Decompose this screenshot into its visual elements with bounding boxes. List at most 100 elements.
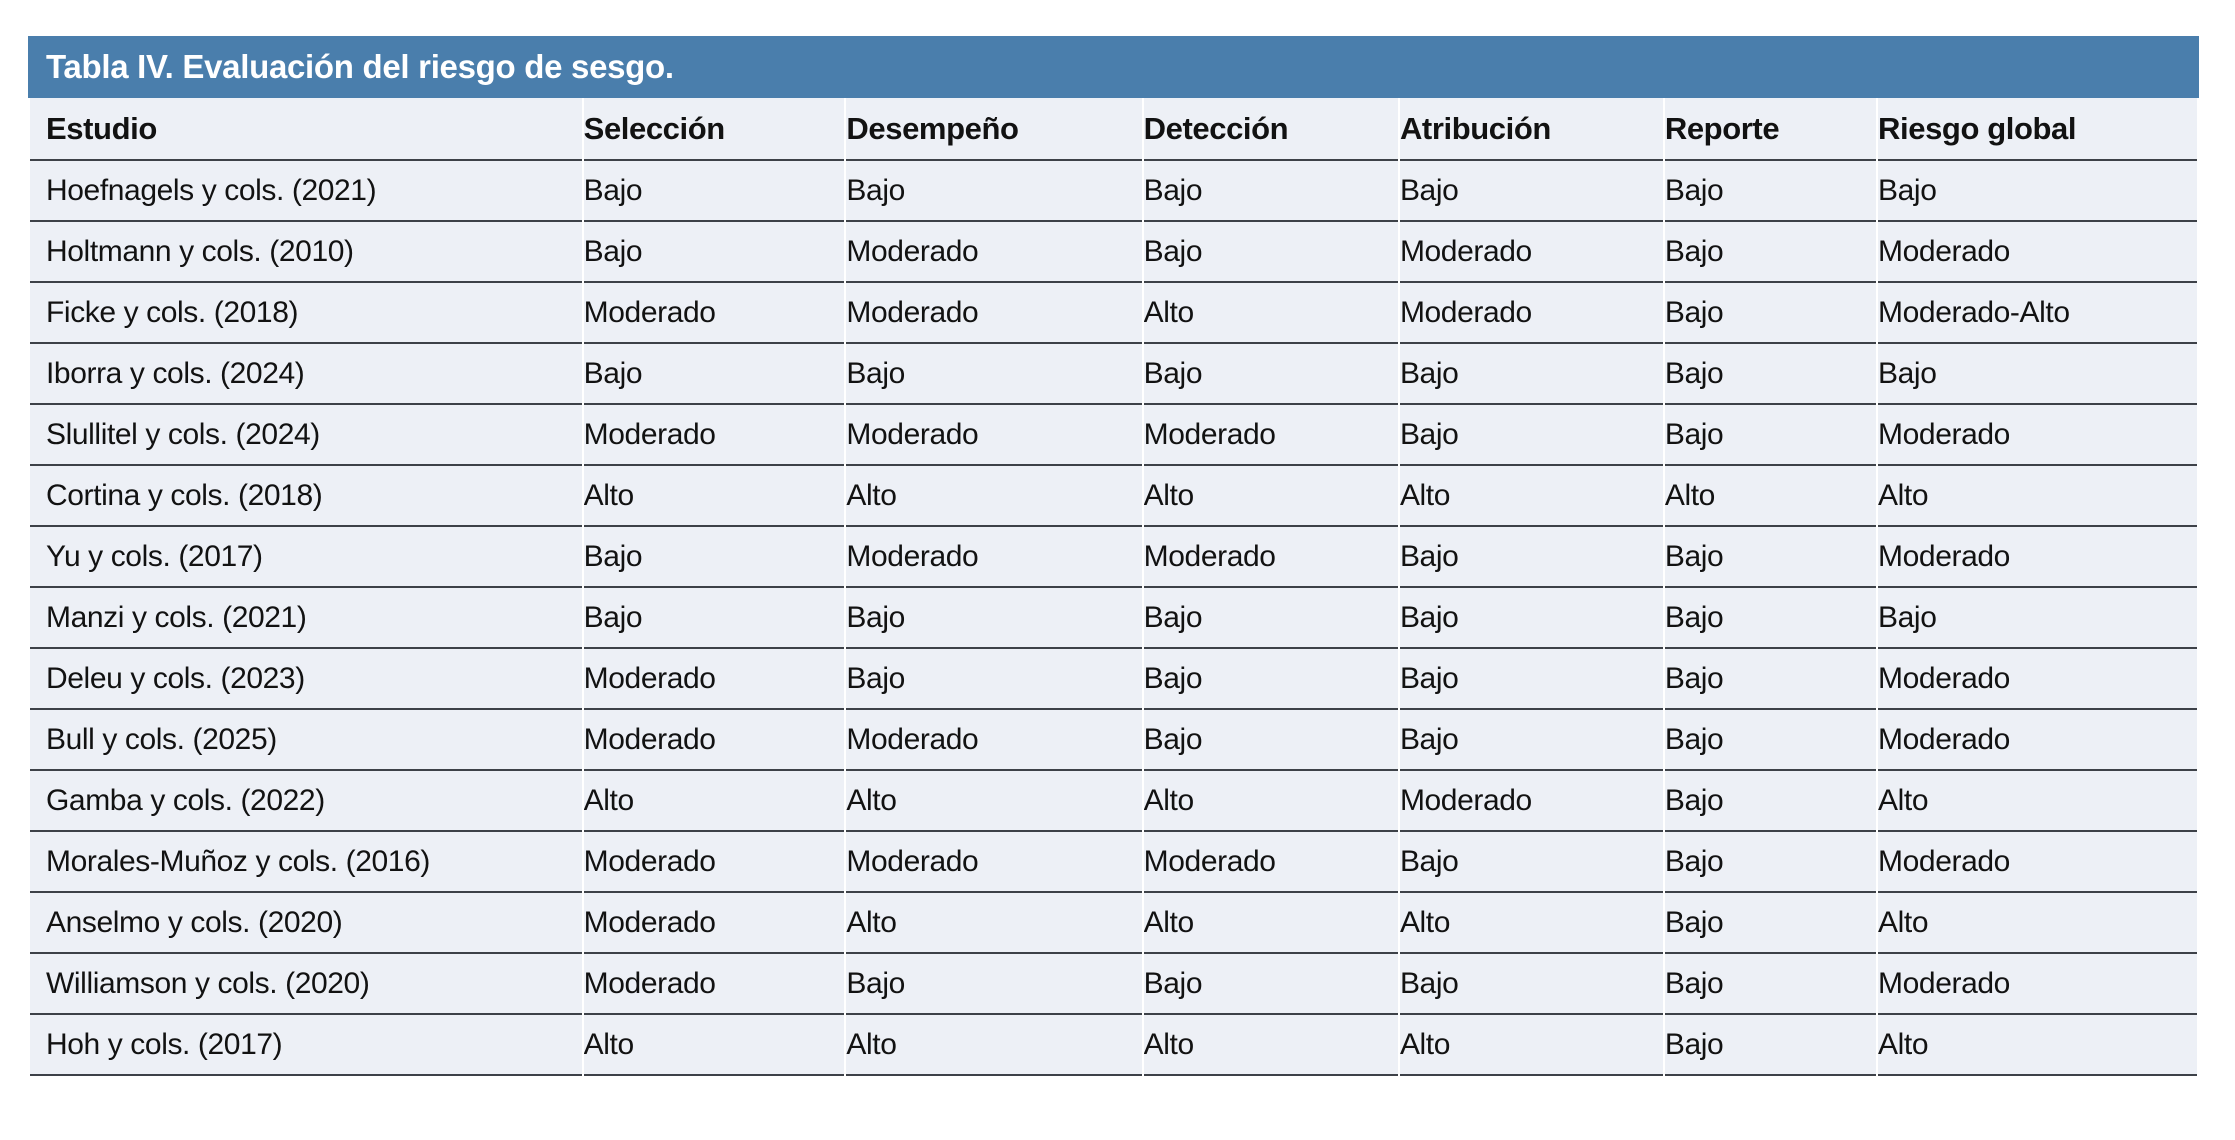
study-cell: Slullitel y cols. (2024) (30, 405, 582, 466)
table-row: Holtmann y cols. (2010) Bajo Moderado Bajo M… (30, 222, 2197, 283)
risk-value-cell: Alto (1399, 466, 1663, 527)
risk-value-cell: Bajo (1399, 405, 1663, 466)
risk-value-cell: Bajo (1878, 588, 2197, 649)
table-title-bar: Tabla IV. Evaluación del riesgo de sesgo… (28, 36, 2199, 98)
column-header-riesgo-global: Riesgo global (1878, 98, 2197, 161)
table-row: Yu y cols. (2017) Bajo Moderado Moderado Baj… (30, 527, 2197, 588)
table-row: Anselmo y cols. (2020) Moderado Alto Alto Al… (30, 893, 2197, 954)
risk-value-cell: Bajo (583, 527, 845, 588)
risk-value-cell: Bajo (1664, 283, 1877, 344)
risk-value-cell: Moderado (1399, 222, 1663, 283)
study-cell: Hoh y cols. (2017) (30, 1015, 582, 1076)
risk-value-cell: Alto (846, 466, 1142, 527)
study-cell: Ficke y cols. (2018) (30, 283, 582, 344)
risk-value-cell: Moderado (1143, 832, 1398, 893)
risk-value-cell: Bajo (1664, 588, 1877, 649)
study-cell: Bull y cols. (2025) (30, 710, 582, 771)
risk-value-cell: Bajo (1143, 649, 1398, 710)
risk-value-cell: Bajo (1399, 588, 1663, 649)
study-cell: Iborra y cols. (2024) (30, 344, 582, 405)
column-header-atribucion: Atribución (1399, 98, 1663, 161)
risk-value-cell: Moderado (1399, 283, 1663, 344)
risk-value-cell: Moderado (846, 710, 1142, 771)
risk-value-cell: Bajo (1399, 161, 1663, 222)
risk-value-cell: Moderado (1399, 771, 1663, 832)
risk-of-bias-table: Estudio Selección Desempeño Detección At… (28, 98, 2199, 1076)
risk-value-cell: Bajo (1664, 1015, 1877, 1076)
risk-value-cell: Moderado (846, 405, 1142, 466)
risk-value-cell: Alto (1878, 1015, 2197, 1076)
study-cell: Yu y cols. (2017) (30, 527, 582, 588)
risk-value-cell: Bajo (1664, 344, 1877, 405)
risk-value-cell: Moderado (1878, 527, 2197, 588)
risk-value-cell: Alto (1143, 893, 1398, 954)
risk-value-cell: Bajo (583, 588, 845, 649)
risk-value-cell: Bajo (1664, 954, 1877, 1015)
risk-value-cell: Moderado (583, 893, 845, 954)
risk-value-cell: Bajo (846, 954, 1142, 1015)
table-title: Tabla IV. Evaluación del riesgo de sesgo… (46, 48, 674, 85)
risk-value-cell: Alto (583, 771, 845, 832)
risk-value-cell: Bajo (1399, 832, 1663, 893)
table-row: Bull y cols. (2025) Moderado Moderado Bajo B… (30, 710, 2197, 771)
risk-value-cell: Bajo (1399, 344, 1663, 405)
risk-value-cell: Moderado (1878, 954, 2197, 1015)
risk-value-cell: Moderado (583, 710, 845, 771)
study-cell: Cortina y cols. (2018) (30, 466, 582, 527)
study-cell: Deleu y cols. (2023) (30, 649, 582, 710)
risk-value-cell: Bajo (583, 344, 845, 405)
table-row: Ficke y cols. (2018) Moderado Moderado Alto… (30, 283, 2197, 344)
risk-value-cell: Bajo (1399, 954, 1663, 1015)
risk-value-cell: Bajo (1399, 710, 1663, 771)
table-row: Deleu y cols. (2023) Moderado Bajo Bajo Bajo… (30, 649, 2197, 710)
risk-value-cell: Alto (1143, 283, 1398, 344)
risk-value-cell: Bajo (583, 222, 845, 283)
table-row: Hoefnagels y cols. (2021) Bajo Bajo Bajo Baj… (30, 161, 2197, 222)
column-header-deteccion: Detección (1143, 98, 1398, 161)
risk-value-cell: Bajo (1664, 893, 1877, 954)
risk-value-cell: Bajo (1878, 344, 2197, 405)
table-row: Gamba y cols. (2022) Alto Alto Alto Moderado… (30, 771, 2197, 832)
table-row: Slullitel y cols. (2024) Moderado Moderado… (30, 405, 2197, 466)
risk-value-cell: Alto (1399, 893, 1663, 954)
study-cell: Holtmann y cols. (2010) (30, 222, 582, 283)
risk-value-cell: Moderado (583, 283, 845, 344)
table-row: Hoh y cols. (2017) Alto Alto Alto Alto Bajo Al… (30, 1015, 2197, 1076)
risk-value-cell: Moderado (846, 832, 1142, 893)
risk-value-cell: Moderado (583, 405, 845, 466)
risk-value-cell: Bajo (1143, 710, 1398, 771)
header-row: Estudio Selección Desempeño Detección At… (30, 98, 2197, 161)
column-header-seleccion: Selección (583, 98, 845, 161)
risk-value-cell: Bajo (846, 161, 1142, 222)
risk-value-cell: Moderado (1143, 405, 1398, 466)
risk-value-cell: Bajo (1664, 710, 1877, 771)
risk-value-cell: Alto (583, 1015, 845, 1076)
table-row: Cortina y cols. (2018) Alto Alto Alto Alto Al… (30, 466, 2197, 527)
risk-value-cell: Bajo (1143, 222, 1398, 283)
risk-value-cell: Moderado (1143, 527, 1398, 588)
risk-value-cell: Moderado (1878, 710, 2197, 771)
risk-value-cell: Bajo (846, 588, 1142, 649)
risk-value-cell: Bajo (846, 649, 1142, 710)
study-cell: Gamba y cols. (2022) (30, 771, 582, 832)
risk-value-cell: Bajo (1399, 649, 1663, 710)
risk-value-cell: Bajo (1399, 527, 1663, 588)
risk-value-cell: Alto (1878, 771, 2197, 832)
risk-value-cell: Bajo (1664, 649, 1877, 710)
risk-value-cell: Moderado (583, 649, 845, 710)
column-header-desempeno: Desempeño (846, 98, 1142, 161)
risk-value-cell: Alto (1143, 1015, 1398, 1076)
risk-value-cell: Moderado (846, 527, 1142, 588)
risk-value-cell: Bajo (1878, 161, 2197, 222)
table-row: Williamson y cols. (2020) Moderado Bajo Baj… (30, 954, 2197, 1015)
column-header-reporte: Reporte (1664, 98, 1877, 161)
study-cell: Anselmo y cols. (2020) (30, 893, 582, 954)
table-row: Iborra y cols. (2024) Bajo Bajo Bajo Bajo Baj… (30, 344, 2197, 405)
risk-value-cell: Alto (1878, 893, 2197, 954)
risk-value-cell: Moderado (583, 832, 845, 893)
risk-value-cell: Bajo (1664, 832, 1877, 893)
risk-value-cell: Bajo (1664, 405, 1877, 466)
risk-value-cell: Bajo (1664, 527, 1877, 588)
table-row: Manzi y cols. (2021) Bajo Bajo Bajo Bajo Bajo… (30, 588, 2197, 649)
